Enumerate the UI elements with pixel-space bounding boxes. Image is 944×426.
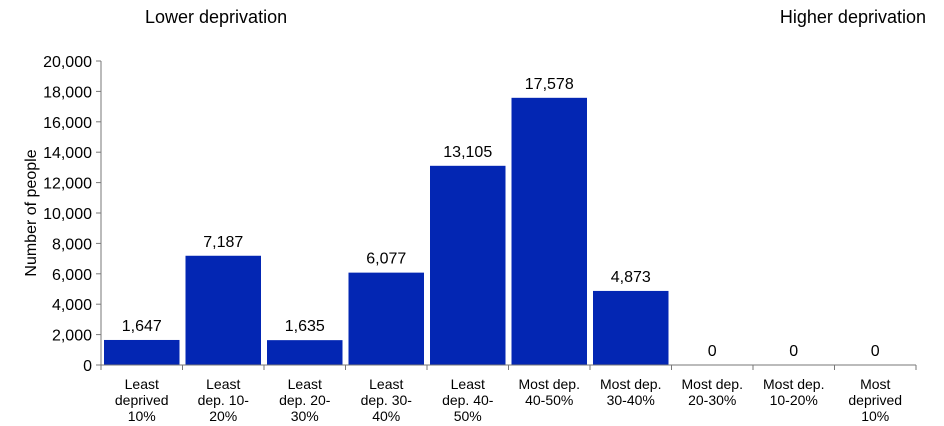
bar-value-label: 0	[871, 343, 880, 360]
bar	[430, 165, 506, 365]
x-tick-label-line: 40-50%	[525, 392, 573, 408]
x-tick-label-line: Most dep.	[763, 376, 824, 392]
x-tick-label-line: 10%	[861, 408, 889, 424]
x-tick-label-line: 30-40%	[607, 392, 655, 408]
x-tick-label: Least dep. 20-30%	[279, 376, 331, 424]
x-tick-label-line: Least	[451, 376, 485, 392]
x-tick-label-line: dep. 20-	[279, 392, 331, 408]
x-axis-ticks: Least deprived 10%Least dep. 10-20%Least dep…	[100, 365, 917, 424]
x-tick-label-line: Least	[125, 376, 159, 392]
y-tick-label: 0	[83, 358, 92, 375]
x-tick-label-line: 10%	[128, 408, 156, 424]
x-tick-label-line: 30%	[291, 408, 319, 424]
x-tick-label-line: 20-30%	[688, 392, 736, 408]
bar	[348, 272, 424, 365]
x-tick-label-line: dep. 40-	[442, 392, 494, 408]
bar-value-label: 1,635	[285, 318, 325, 335]
bars	[104, 97, 669, 366]
x-tick-label: Least deprived 10%	[115, 376, 169, 424]
x-tick-label-line: Most dep.	[682, 376, 743, 392]
x-tick-label-line: Least	[288, 376, 322, 392]
data-labels: 1,647 7,187 1,635 6,077 13,105 17,578 4,873 0 0 0	[122, 76, 880, 360]
x-tick-label-line: Least	[369, 376, 403, 392]
y-tick-label: 16,000	[43, 115, 92, 132]
x-tick-label-line: 20%	[209, 408, 237, 424]
bar-value-label: 6,077	[366, 251, 406, 268]
x-tick-label-line: deprived	[848, 392, 902, 408]
y-axis-ticks: 0 2,000 4,000 6,000 8,000 10,000 12,000 14,000 1…	[43, 54, 101, 375]
x-tick-label-line: deprived	[115, 392, 169, 408]
bar-value-label: 1,647	[122, 318, 162, 335]
x-tick-label-line: 50%	[454, 408, 482, 424]
annotation-higher-deprivation: Higher deprivation	[779, 7, 926, 27]
y-tick-label: 20,000	[43, 54, 92, 71]
x-tick-label: Most dep. 20-30%	[682, 376, 743, 408]
bar-value-label: 0	[789, 343, 798, 360]
y-tick-label: 8,000	[52, 236, 92, 253]
bar-value-label: 17,578	[525, 76, 574, 93]
x-tick-label: Most dep. 40-50%	[519, 376, 580, 408]
bar-value-label: 0	[708, 343, 717, 360]
bar	[511, 97, 587, 366]
bar	[267, 340, 343, 365]
x-tick-label-line: 40%	[372, 408, 400, 424]
y-tick-label: 10,000	[43, 206, 92, 223]
y-axis-label: Number of people	[23, 149, 40, 276]
x-tick-label: Least dep. 40-50%	[442, 376, 494, 424]
bar-value-label: 13,105	[443, 144, 492, 161]
x-tick-label-line: Least	[206, 376, 240, 392]
annotation-lower-deprivation: Lower deprivation	[145, 7, 288, 27]
y-tick-label: 12,000	[43, 176, 92, 193]
bar-value-label: 4,873	[611, 269, 651, 286]
x-tick-label-line: Most dep.	[600, 376, 661, 392]
x-tick-label: Most deprived 10%	[848, 376, 902, 424]
x-tick-label: Least dep. 10-20%	[198, 376, 250, 424]
y-tick-label: 6,000	[52, 267, 92, 284]
x-tick-label-line: Most dep.	[519, 376, 580, 392]
y-tick-label: 14,000	[43, 145, 92, 162]
x-tick-label-line: dep. 10-	[198, 392, 250, 408]
y-tick-label: 2,000	[52, 328, 92, 345]
bar	[593, 290, 669, 365]
x-tick-label: Least dep. 30-40%	[361, 376, 413, 424]
x-tick-label: Most dep. 10-20%	[763, 376, 824, 408]
bar	[185, 255, 261, 365]
bar	[104, 339, 180, 365]
x-tick-label-line: 10-20%	[770, 392, 818, 408]
y-tick-label: 18,000	[43, 84, 92, 101]
y-tick-label: 4,000	[52, 297, 92, 314]
x-tick-label-line: Most	[860, 376, 890, 392]
bar-value-label: 7,187	[203, 234, 243, 251]
x-tick-label-line: dep. 30-	[361, 392, 413, 408]
x-tick-label: Most dep. 30-40%	[600, 376, 661, 408]
